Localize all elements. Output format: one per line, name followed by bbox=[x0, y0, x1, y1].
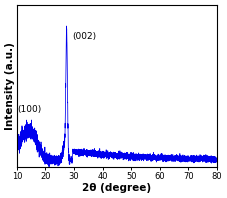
X-axis label: 2θ (degree): 2θ (degree) bbox=[82, 183, 151, 193]
Y-axis label: Intensity (a.u.): Intensity (a.u.) bbox=[5, 42, 15, 130]
Text: (002): (002) bbox=[73, 32, 97, 41]
Text: (100): (100) bbox=[17, 105, 42, 114]
